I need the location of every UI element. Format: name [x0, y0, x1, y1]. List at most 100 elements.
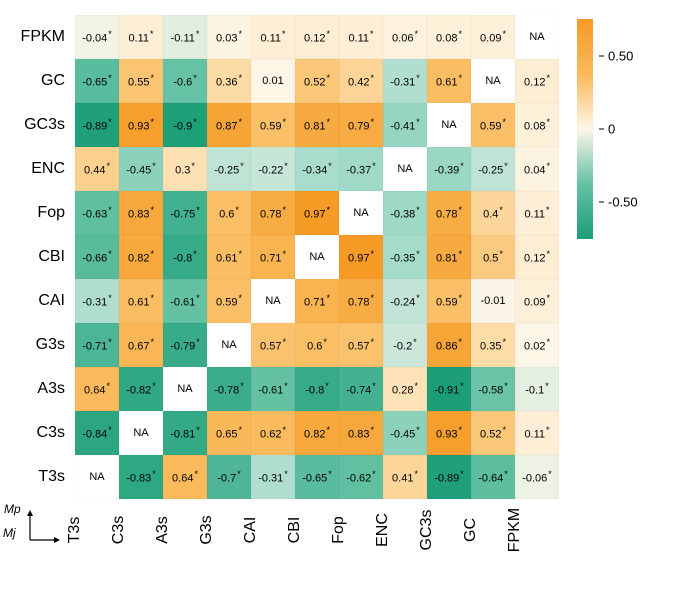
heatmap-cell: -0.6*: [163, 59, 207, 103]
row-label: GC3s: [15, 103, 71, 147]
heatmap-cell: -0.82*: [119, 367, 163, 411]
heatmap-cell: -0.75*: [163, 191, 207, 235]
heatmap-cell: -0.25*: [207, 147, 251, 191]
heatmap-cell: -0.45*: [119, 147, 163, 191]
heatmap-cell: 0.59*: [427, 279, 471, 323]
heatmap-cell: 0.35*: [471, 323, 515, 367]
heatmap-cell: -0.89*: [427, 455, 471, 499]
col-label: G3s: [198, 508, 248, 552]
heatmap-cell: 0.42*: [339, 59, 383, 103]
heatmap-cell: 0.08*: [427, 15, 471, 59]
heatmap-cell: -0.81*: [163, 411, 207, 455]
heatmap-cell: -0.84*: [75, 411, 119, 455]
heatmap-cell: -0.9*: [163, 103, 207, 147]
heatmap-cell: -0.25*: [471, 147, 515, 191]
heatmap-cell: 0.01: [251, 59, 295, 103]
colorbar: [577, 19, 593, 239]
heatmap-cell: -0.78*: [207, 367, 251, 411]
heatmap-cell: -0.31*: [251, 455, 295, 499]
heatmap-cell: 0.52*: [471, 411, 515, 455]
colorbar-wrapper: 0.500-0.50: [577, 15, 599, 239]
heatmap-cell: 0.64*: [75, 367, 119, 411]
heatmap-row: -0.63*0.83*-0.75*0.6*0.78*0.97*NA-0.38*0…: [75, 191, 559, 235]
row-label: Fop: [15, 191, 71, 235]
heatmap-cell: -0.24*: [383, 279, 427, 323]
heatmap-cell: 0.71*: [295, 279, 339, 323]
heatmap-main: FPKMGCGC3sENCFopCBICAIG3sA3sC3sT3s -0.04…: [15, 15, 559, 555]
heatmap-cell: -0.62*: [339, 455, 383, 499]
heatmap-cell: 0.83*: [119, 191, 163, 235]
heatmap-cell: 0.61*: [119, 279, 163, 323]
heatmap-cell: 0.03*: [207, 15, 251, 59]
col-label: GC3s: [418, 508, 468, 552]
heatmap-row: -0.04*0.11*-0.11*0.03*0.11*0.12*0.11*0.0…: [75, 15, 559, 59]
heatmap-cell: -0.31*: [75, 279, 119, 323]
heatmap-cell: 0.61*: [427, 59, 471, 103]
heatmap-cell: -0.2*: [383, 323, 427, 367]
heatmap-cell: 0.78*: [251, 191, 295, 235]
heatmap-cell: -0.7*: [207, 455, 251, 499]
heatmap-cell: 0.83*: [339, 411, 383, 455]
heatmap-cell: -0.71*: [75, 323, 119, 367]
heatmap-cell: -0.83*: [119, 455, 163, 499]
heatmap-cell: NA: [207, 323, 251, 367]
row-label: G3s: [15, 323, 71, 367]
row-label: FPKM: [15, 15, 71, 59]
heatmap-cell: 0.97*: [339, 235, 383, 279]
heatmap-cell: 0.57*: [251, 323, 295, 367]
heatmap-cell: -0.1*: [515, 367, 559, 411]
col-labels: T3sC3sA3sG3sCAICBIFopENCGC3sGCFPKM: [69, 505, 559, 555]
heatmap-cell: 0.67*: [119, 323, 163, 367]
heatmap-cell: -0.45*: [383, 411, 427, 455]
heatmap-cell: 0.6*: [295, 323, 339, 367]
heatmap-cell: -0.65*: [75, 59, 119, 103]
heatmap-cell: 0.44*: [75, 147, 119, 191]
row-label: T3s: [15, 455, 71, 499]
heatmap-cell: -0.66*: [75, 235, 119, 279]
heatmap-cell: -0.61*: [251, 367, 295, 411]
heatmap-cell: -0.04*: [75, 15, 119, 59]
heatmap-cell: -0.06*: [515, 455, 559, 499]
heatmap-cell: -0.91*: [427, 367, 471, 411]
heatmap-cell: 0.59*: [471, 103, 515, 147]
heatmap-cell: 0.65*: [207, 411, 251, 455]
heatmap-cell: 0.87*: [207, 103, 251, 147]
heatmap-cell: 0.61*: [207, 235, 251, 279]
heatmap-cell: 0.82*: [119, 235, 163, 279]
heatmap-cell: -0.35*: [383, 235, 427, 279]
heatmap-row: 0.44*-0.45*0.3*-0.25*-0.22*-0.34*-0.37*N…: [75, 147, 559, 191]
heatmap-cell: -0.38*: [383, 191, 427, 235]
heatmap-row: NA-0.83*0.64*-0.7*-0.31*-0.65*-0.62*0.41…: [75, 455, 559, 499]
col-label: GC: [462, 508, 512, 552]
heatmap-cell: -0.39*: [427, 147, 471, 191]
heatmap-cell: 0.11*: [515, 411, 559, 455]
heatmap-cell: 0.62*: [251, 411, 295, 455]
row-label: CAI: [15, 279, 71, 323]
colorbar-tick: 0: [599, 122, 615, 137]
heatmap-cell: -0.65*: [295, 455, 339, 499]
heatmap-grid: -0.04*0.11*-0.11*0.03*0.11*0.12*0.11*0.0…: [75, 15, 559, 499]
heatmap-row: -0.66*0.82*-0.8*0.61*0.71*NA0.97*-0.35*0…: [75, 235, 559, 279]
heatmap-cell: 0.52*: [295, 59, 339, 103]
row-label: C3s: [15, 411, 71, 455]
row-label: CBI: [15, 235, 71, 279]
row-label: GC: [15, 59, 71, 103]
heatmap-cell: 0.36*: [207, 59, 251, 103]
heatmap-cell: 0.82*: [295, 411, 339, 455]
heatmap-cell: 0.6*: [207, 191, 251, 235]
heatmap-cell: 0.11*: [119, 15, 163, 59]
heatmap-cell: 0.71*: [251, 235, 295, 279]
heatmap-cell: -0.41*: [383, 103, 427, 147]
heatmap-cell: 0.28*: [383, 367, 427, 411]
heatmap-cell: 0.12*: [295, 15, 339, 59]
heatmap-cell: 0.57*: [339, 323, 383, 367]
heatmap-cell: 0.11*: [339, 15, 383, 59]
col-label: CAI: [242, 508, 292, 552]
heatmap-cell: -0.63*: [75, 191, 119, 235]
heatmap-cell: 0.4*: [471, 191, 515, 235]
row-label: ENC: [15, 147, 71, 191]
heatmap-cell: 0.3*: [163, 147, 207, 191]
col-label: ENC: [374, 508, 424, 552]
heatmap-cell: NA: [119, 411, 163, 455]
heatmap-cell: 0.55*: [119, 59, 163, 103]
